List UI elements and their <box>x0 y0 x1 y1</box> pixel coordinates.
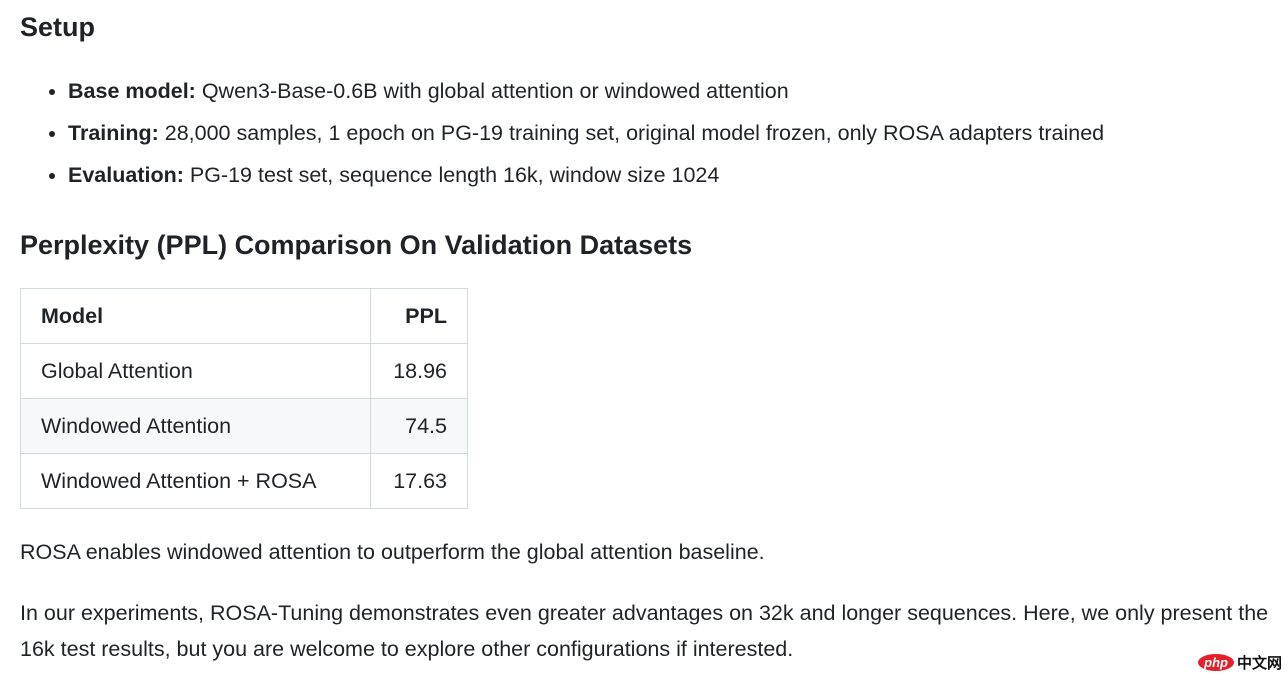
list-item: Training: 28,000 samples, 1 epoch on PG-… <box>68 114 1104 156</box>
setup-heading: Setup <box>20 12 96 42</box>
table-row: Windowed Attention 74.5 <box>20 398 468 454</box>
table-row: Windowed Attention + ROSA 17.63 <box>20 453 468 509</box>
setup-list: Base model: Qwen3-Base-0.6B with global … <box>20 72 1104 198</box>
list-item: Evaluation: PG-19 test set, sequence len… <box>68 156 1104 198</box>
paragraph: ROSA enables windowed attention to outpe… <box>20 540 765 564</box>
paragraph: In our experiments, ROSA-Tuning demonstr… <box>20 601 1269 661</box>
ppl-table: Model PPL Global Attention 18.96 Windowe… <box>20 288 468 509</box>
list-item: Base model: Qwen3-Base-0.6B with global … <box>68 72 1104 114</box>
ppl-heading: Perplexity (PPL) Comparison On Validatio… <box>20 230 693 260</box>
watermark-logo: php 中文网 <box>1198 652 1282 673</box>
watermark-text: 中文网 <box>1236 655 1282 672</box>
table-row: Global Attention 18.96 <box>20 343 468 399</box>
header-ppl: PPL <box>370 288 468 344</box>
header-model: Model <box>20 288 371 344</box>
php-logo: php <box>1198 654 1234 671</box>
table-header-row: Model PPL <box>20 288 468 344</box>
